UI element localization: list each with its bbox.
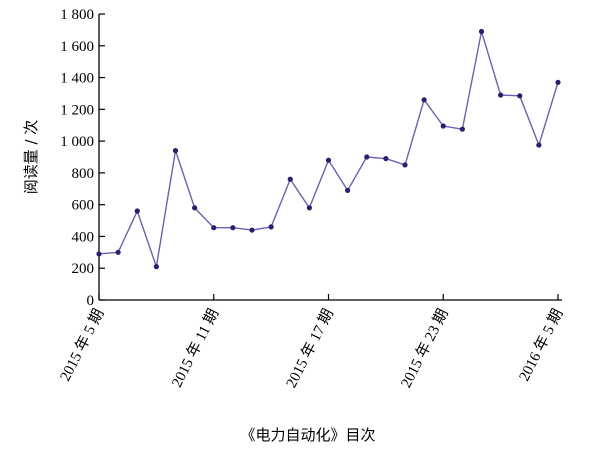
data-point [345,187,351,193]
data-point [153,264,159,270]
data-point [498,92,504,98]
data-point [325,157,332,163]
y-tick-label: 1 800 [60,7,94,23]
data-points [96,28,561,270]
y-tick-label: 200 [72,261,95,277]
x-tick-label: 2015 年 11 期 [168,306,222,390]
y-tick-label: 1 000 [60,134,94,150]
y-axis: 0 200 400 600 800 1 000 1 200 1 400 1 600 1 800 [60,7,105,309]
data-point [364,154,370,160]
data-point [268,224,274,230]
data-point [287,176,293,182]
x-tick-label: 2016 年 5 期 [516,306,567,384]
x-axis: 2015 年 5 期 2015 年 11 期 2015 年 17 期 2015 年 2… [57,294,567,391]
data-point [555,79,561,85]
y-tick-label: 0 [87,293,95,309]
series-line [98,31,559,267]
data-point [249,227,255,233]
x-tick-label: 2015 年 17 期 [283,306,337,391]
x-axis-label: 《电力自动化》目次 [240,426,375,444]
data-point [192,205,198,211]
data-point [172,148,179,154]
data-point [517,93,523,99]
data-point [306,205,312,211]
data-point [536,142,542,148]
data-point [402,162,408,168]
data-point [383,155,389,162]
y-axis-label: 阅读量 / 次 [22,120,40,195]
data-point [478,28,485,35]
x-tick-label: 2015 年 5 期 [57,306,108,384]
y-tick-label: 600 [72,198,95,214]
data-point [134,208,140,214]
y-tick-label: 1 200 [60,102,94,118]
data-point [421,97,427,103]
x-tick-label: 2015 年 23 期 [398,306,452,391]
data-point [440,123,446,129]
y-tick-label: 1 400 [60,71,94,87]
data-point [96,251,102,257]
y-tick-label: 800 [72,166,95,182]
data-point [459,126,465,132]
data-point [230,225,236,231]
data-point [115,249,121,255]
y-ticks: 0 200 400 600 800 1 000 1 200 1 400 1 600 1 800 [60,7,105,309]
y-tick-label: 1 600 [60,39,94,55]
data-point [211,225,217,231]
x-ticks: 2015 年 5 期 2015 年 11 期 2015 年 17 期 2015 年 2… [57,294,567,391]
y-tick-label: 400 [72,229,95,245]
